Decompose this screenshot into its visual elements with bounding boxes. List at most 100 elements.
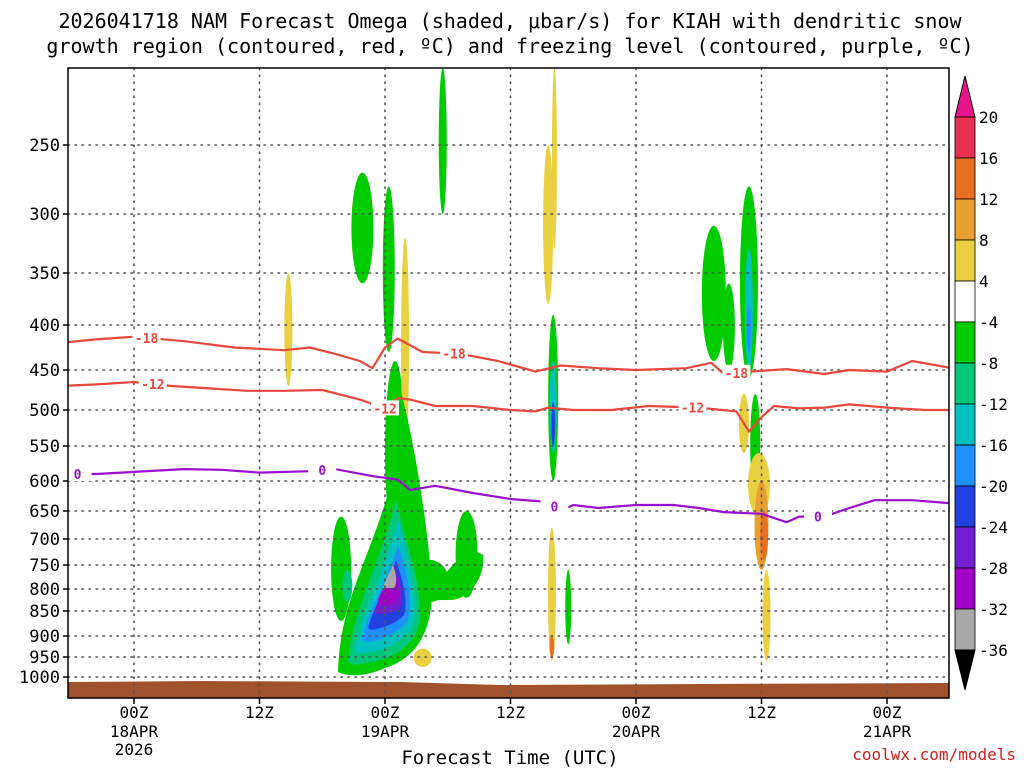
contour-label-0-0: 0 xyxy=(74,468,82,483)
x-tick-label-3: 12Z xyxy=(496,703,525,722)
omega-region-18 xyxy=(547,527,556,662)
contour-label-bg xyxy=(803,508,832,524)
contour-line--12 xyxy=(68,380,949,433)
colorbar-band-0 xyxy=(954,116,976,159)
y-tick-label-500: 500 xyxy=(29,401,60,421)
omega-region-5 xyxy=(351,172,374,284)
colorbar-label-16: 16 xyxy=(979,149,998,168)
y-tick-label-850: 850 xyxy=(29,602,60,622)
omega-region-14 xyxy=(543,145,554,305)
omega-region-19 xyxy=(549,636,555,657)
chart-title-line-1: 2026041718 NAM Forecast Omega (shaded, μ… xyxy=(58,9,962,33)
contour-label-bg xyxy=(132,329,161,345)
contour-label-bg xyxy=(440,345,469,361)
contour-label--12-1: -12 xyxy=(373,402,396,417)
omega-region-20 xyxy=(565,569,572,645)
x-tick-label-4: 00Z xyxy=(622,703,651,722)
x-tick-date-2: 19APR xyxy=(361,722,410,741)
contour-label--12-2: -12 xyxy=(681,401,704,416)
colorbar-label--24: -24 xyxy=(979,518,1008,537)
omega-region-13 xyxy=(413,648,432,667)
colorbar-top-arrow xyxy=(954,75,976,118)
x-tick-date-0: 18APR xyxy=(110,722,159,741)
colorbar-label--4: -4 xyxy=(979,313,998,332)
surface-terrain-layer xyxy=(68,681,949,698)
colorbar-band-6 xyxy=(954,362,976,405)
contour-label-bg xyxy=(371,400,399,416)
contour-label-0-2: 0 xyxy=(551,501,559,516)
y-tick-label-750: 750 xyxy=(29,556,60,576)
x-tick-label-0: 00Z xyxy=(120,703,149,722)
omega-region-21 xyxy=(551,68,557,250)
colorbar-band-4 xyxy=(954,280,976,323)
y-tick-label-650: 650 xyxy=(29,502,60,522)
plot-frame xyxy=(67,67,950,699)
omega-green-tongue xyxy=(430,552,484,600)
colorbar-band-11 xyxy=(954,567,976,610)
omega-region-6 xyxy=(382,186,395,352)
temperature-contours: -18 -18 -18 -12 -12 -12 0 0 0 0 xyxy=(68,329,949,526)
contour-line--18 xyxy=(68,335,949,376)
y-tick-label-250: 250 xyxy=(29,136,60,156)
omega-region-26 xyxy=(746,304,751,352)
x-tick-date-4: 20APR xyxy=(612,722,661,741)
y-tick-label-550: 550 xyxy=(29,437,60,457)
colorbar-band-5 xyxy=(954,321,976,364)
omega-region-2 xyxy=(331,516,352,621)
contour-label--12-0: -12 xyxy=(141,378,164,393)
contour-label-bg xyxy=(68,466,92,481)
credit-text: coolwx.com/models xyxy=(852,745,1016,764)
x-axis-label: Forecast Time (UTC) xyxy=(401,747,618,768)
y-tick-label-800: 800 xyxy=(29,580,60,600)
omega-region-3 xyxy=(342,569,353,603)
colorbar-label--20: -20 xyxy=(979,477,1008,496)
y-tick-label-700: 700 xyxy=(29,530,60,550)
x-tick-label-2: 00Z xyxy=(371,703,400,722)
y-tick-label-600: 600 xyxy=(29,472,60,492)
colorbar-label-8: 8 xyxy=(979,231,989,250)
y-tick-label-1000: 1000 xyxy=(19,668,60,688)
y-tick-label-900: 900 xyxy=(29,627,60,647)
colorbar-label--8: -8 xyxy=(979,354,998,373)
dotted-grid xyxy=(67,67,950,699)
omega-region-32 xyxy=(762,569,771,662)
colorbar-label--36: -36 xyxy=(979,641,1008,660)
colorbar-label--28: -28 xyxy=(979,559,1008,578)
y-tick-label-300: 300 xyxy=(29,205,60,225)
y-tick-label-350: 350 xyxy=(29,264,60,284)
colorbar-label--16: -16 xyxy=(979,436,1008,455)
omega-region-22 xyxy=(701,225,726,361)
colorbar-band-9 xyxy=(954,485,976,528)
contour-label-bg xyxy=(308,462,337,478)
omega-region-17 xyxy=(551,402,556,446)
contour-label-0-3: 0 xyxy=(814,511,822,526)
colorbar-label--32: -32 xyxy=(979,600,1008,619)
colorbar-band-7 xyxy=(954,403,976,446)
colorbar-band-3 xyxy=(954,239,976,282)
colorbar-band-8 xyxy=(954,444,976,487)
x-tick-year-0: 2026 xyxy=(115,740,154,759)
surface-terrain xyxy=(68,681,949,698)
x-tick-date-6: 21APR xyxy=(863,722,912,741)
colorbar-label-20: 20 xyxy=(979,108,998,127)
omega-region-23 xyxy=(722,283,735,371)
y-tick-label-400: 400 xyxy=(29,316,60,336)
x-tick-label-6: 00Z xyxy=(873,703,902,722)
y-tick-label-450: 450 xyxy=(29,361,60,381)
x-tick-label-5: 12Z xyxy=(747,703,776,722)
omega-plume-layer-7 xyxy=(383,565,397,588)
contour-label--18-1: -18 xyxy=(442,348,466,363)
colorbar-bottom-arrow xyxy=(954,649,976,691)
colorbar-band-12 xyxy=(954,608,976,651)
colorbar-band-10 xyxy=(954,526,976,569)
contour-label-bg xyxy=(678,399,707,415)
chart-title-line-2: growth region (contoured, red, ºC) and f… xyxy=(46,34,973,58)
plot-background xyxy=(68,68,949,698)
contour-label-0-1: 0 xyxy=(318,464,326,479)
contour-label--18-0: -18 xyxy=(135,332,159,347)
contour-label-bg xyxy=(138,376,167,391)
contour-label-bg xyxy=(722,364,751,380)
colorbar-band-2 xyxy=(954,198,976,241)
